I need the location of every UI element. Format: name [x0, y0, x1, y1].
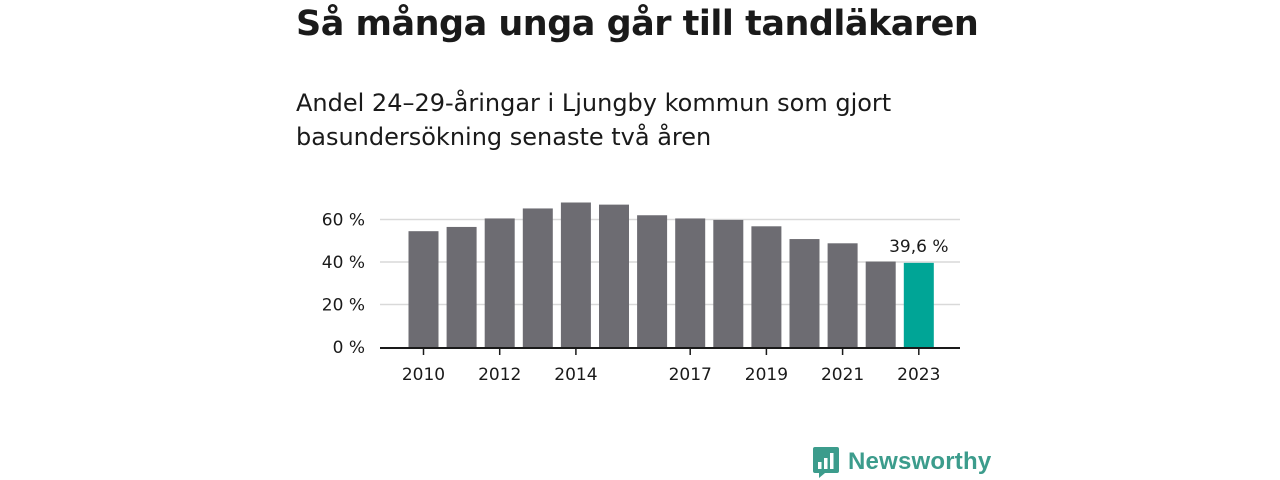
- chart-title: Så många unga går till tandläkaren: [296, 4, 979, 44]
- bar-2010: [408, 231, 439, 347]
- bar-2020: [789, 239, 820, 347]
- newsworthy-logo: Newsworthy: [812, 446, 991, 478]
- bar-2015: [599, 204, 629, 347]
- chart-subtitle: Andel 24–29-åringar i Ljungby kommun som…: [296, 89, 892, 151]
- y-tick-label: 60 %: [322, 211, 365, 231]
- x-tick-label: 2017: [669, 365, 712, 385]
- gridlines: [380, 218, 960, 306]
- bar-2013: [522, 208, 553, 347]
- y-tick-label: 20 %: [322, 296, 365, 316]
- y-tick-label: 40 %: [322, 253, 365, 273]
- x-axis-tick-labels: 2010 2012 2014 2017 2019 2021 2023: [402, 348, 940, 385]
- bar-2016: [637, 215, 668, 347]
- bar-2012: [484, 218, 515, 347]
- bar-2014: [560, 202, 591, 347]
- y-tick-label: 0 %: [333, 338, 365, 358]
- bar-2017: [675, 218, 706, 347]
- bar-2021: [827, 243, 858, 347]
- newsworthy-logo-icon: [813, 447, 839, 478]
- x-tick-label: 2014: [554, 365, 597, 385]
- bars: [408, 202, 934, 347]
- brand-name: Newsworthy: [848, 448, 992, 475]
- x-tick-label: 2019: [745, 365, 788, 385]
- x-tick-label: 2021: [821, 365, 864, 385]
- bar-2022: [865, 261, 896, 347]
- x-tick-label: 2023: [897, 365, 940, 385]
- bar-2019: [751, 226, 782, 347]
- bar-2023: [903, 262, 934, 347]
- bar-2011: [446, 226, 477, 347]
- x-tick-label: 2012: [478, 365, 521, 385]
- bar-2018: [713, 219, 744, 347]
- y-axis-tick-labels: 0 % 20 % 40 % 60 %: [322, 211, 365, 359]
- x-tick-label: 2010: [402, 365, 445, 385]
- highlight-value-label: 39,6 %: [889, 237, 948, 257]
